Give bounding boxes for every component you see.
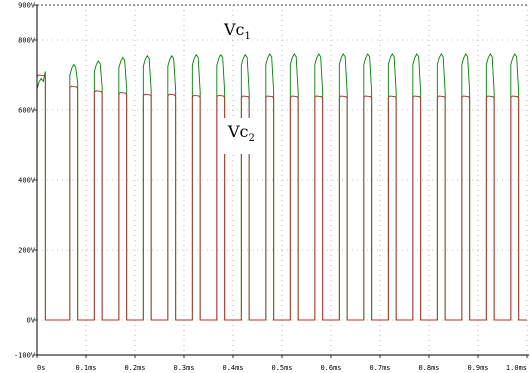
vc1-label: Vc1 [223, 20, 251, 42]
series-vc2-line [36, 74, 527, 321]
x-tick-label: 0.8ms [418, 364, 439, 372]
series-layer [36, 53, 527, 321]
vc2-label: Vc2 [227, 122, 255, 144]
vc1-label-base: Vc [223, 20, 245, 39]
y-tick-label: 600V [18, 107, 36, 115]
vc2-label-sub: 2 [249, 133, 255, 144]
x-tick-label: 0.9ms [467, 364, 488, 372]
x-tick-label: 0.4ms [222, 364, 243, 372]
x-tick-label: 1.0ms [506, 364, 527, 372]
vc2-label-base: Vc [227, 122, 249, 141]
y-tick-label: 200V [18, 247, 36, 255]
y-tick-label: 0V [27, 317, 36, 325]
y-tick-label: -100V [14, 352, 36, 360]
x-tick-label: 0s [37, 364, 45, 372]
grid [37, 5, 528, 355]
vc2-label-bg [224, 118, 262, 154]
y-tick-label: 400V [18, 177, 36, 185]
y-tick-label: 800V [18, 37, 36, 45]
y-tick-label: 900V [18, 2, 36, 10]
x-tick-label: 0.1ms [75, 364, 96, 372]
x-tick-label: 0.6ms [320, 364, 341, 372]
vc1-label-sub: 1 [245, 31, 251, 42]
x-tick-label: 0.3ms [173, 364, 194, 372]
x-tick-label: 0.5ms [271, 364, 292, 372]
x-tick-label: 0.7ms [369, 364, 390, 372]
tick-labels: 0s 0.1ms 0.2ms 0.3ms 0.4ms 0.5ms 0.6ms 0.7ms 0.8… [14, 2, 528, 372]
x-tick-label: 0.2ms [124, 364, 145, 372]
